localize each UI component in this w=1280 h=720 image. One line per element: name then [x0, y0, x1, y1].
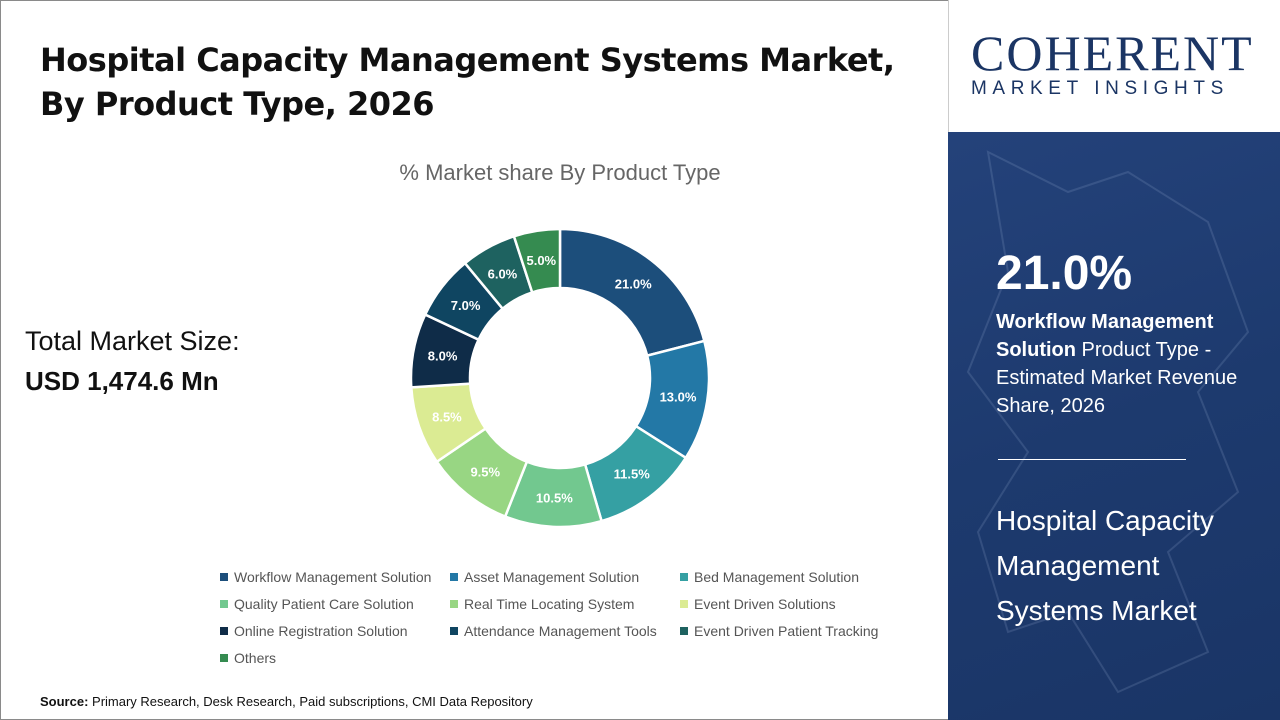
legend-item: Asset Management Solution	[450, 568, 680, 586]
source-label: Source:	[40, 694, 89, 709]
logo: COHERENT MARKET INSIGHTS	[948, 0, 1280, 132]
total-market-size-value: USD 1,474.6 Mn	[25, 366, 219, 396]
highlight-description: Workflow Management Solution Product Typ…	[996, 308, 1256, 420]
legend-item: Workflow Management Solution	[220, 568, 450, 586]
data-label: 9.5%	[470, 464, 500, 479]
legend-swatch	[680, 573, 688, 581]
legend-item: Attendance Management Tools	[450, 622, 680, 640]
data-label: 7.0%	[451, 298, 481, 313]
highlight-panel: 21.0% Workflow Management Solution Produ…	[948, 132, 1280, 720]
data-label: 8.0%	[428, 349, 458, 364]
source-text: Primary Research, Desk Research, Paid su…	[88, 694, 533, 709]
page-title: Hospital Capacity Management Systems Mar…	[40, 41, 895, 123]
chart-title: % Market share By Product Type	[399, 160, 721, 185]
total-market-size-label: Total Market Size:	[25, 326, 240, 356]
legend-item: Online Registration Solution	[220, 622, 450, 640]
legend-swatch	[680, 627, 688, 635]
data-label: 13.0%	[660, 390, 697, 405]
legend-item: Others	[220, 649, 450, 667]
data-label: 11.5%	[614, 467, 651, 482]
legend-label: Workflow Management Solution	[234, 569, 432, 585]
data-label: 10.5%	[536, 490, 573, 505]
legend-swatch	[450, 627, 458, 635]
legend-label: Event Driven Solutions	[694, 596, 836, 612]
legend-swatch	[220, 600, 228, 608]
legend-label: Quality Patient Care Solution	[234, 596, 414, 612]
legend-label: Asset Management Solution	[464, 569, 640, 585]
legend-swatch	[450, 573, 458, 581]
donut-chart: 21.0% 13.0% 11.5% 10.5% 9.5% 8.5% 8.0% 7.0% 6.0%…	[409, 227, 711, 529]
donut-slice	[558, 227, 706, 358]
highlight-text: Product Type - Estimated Market Revenue …	[996, 339, 1238, 417]
source-note: Source: Primary Research, Desk Research,…	[40, 694, 533, 709]
legend-swatch	[220, 627, 228, 635]
data-label: 5.0%	[526, 253, 556, 268]
highlight-segment: Workflow Management Solution	[996, 311, 1214, 361]
legend-item: Quality Patient Care Solution	[220, 595, 450, 613]
chart-legend: Workflow Management Solution Asset Manage…	[220, 568, 920, 667]
legend-label: Online Registration Solution	[234, 623, 408, 639]
legend-item: Event Driven Patient Tracking	[680, 622, 920, 640]
legend-label: Others	[234, 650, 277, 666]
logo-tagline: MARKET INSIGHTS	[971, 78, 1229, 99]
data-label: 21.0%	[615, 277, 652, 292]
logo-wordmark: COHERENT	[971, 25, 1254, 81]
legend-swatch	[220, 573, 228, 581]
market-name: Hospital Capacity Management Systems Mar…	[996, 505, 1214, 626]
legend-swatch	[680, 600, 688, 608]
legend-item: Event Driven Solutions	[680, 595, 920, 613]
divider	[998, 459, 1186, 460]
legend-swatch	[220, 654, 228, 662]
legend-item: Real Time Locating System	[450, 595, 680, 613]
legend-swatch	[450, 600, 458, 608]
highlight-percent: 21.0%	[996, 247, 1133, 300]
legend-label: Real Time Locating System	[464, 596, 635, 612]
legend-item: Bed Management Solution	[680, 568, 920, 586]
data-label: 6.0%	[488, 266, 518, 281]
donut-slice	[512, 227, 562, 294]
legend-label: Bed Management Solution	[694, 569, 859, 585]
legend-label: Attendance Management Tools	[464, 623, 657, 639]
data-label: 8.5%	[432, 410, 462, 425]
world-map-background	[966, 150, 1250, 694]
legend-label: Event Driven Patient Tracking	[694, 623, 879, 639]
